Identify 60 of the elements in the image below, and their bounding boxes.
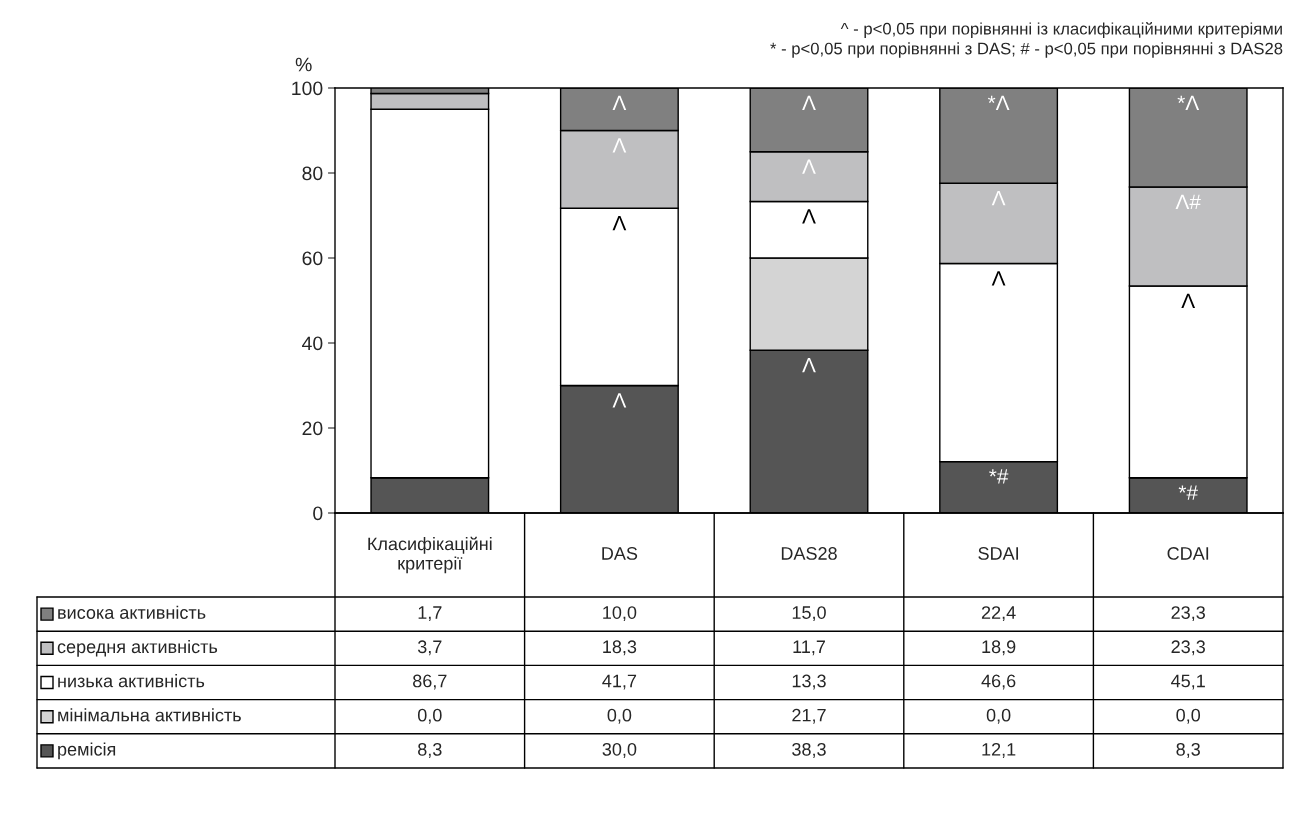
annotation: Λ xyxy=(802,357,816,373)
data-label: 46,6 xyxy=(981,674,1016,690)
legend-label: ремісія xyxy=(58,742,116,760)
x-tick-label: Класифікаційні критерії xyxy=(368,536,492,574)
x-tick-label: CDAI xyxy=(1167,547,1209,560)
data-label: 30,0 xyxy=(602,742,637,758)
y-tick-label: 80 xyxy=(302,166,323,181)
text: * - p<0,05 при порівнянні з DAS; # - p<0,05 при порівнянні з DAS28 xyxy=(770,42,1283,58)
annotation: Λ xyxy=(802,159,816,174)
data-label: 86,7 xyxy=(413,674,447,690)
y-tick-label: 40 xyxy=(302,336,323,351)
annotation: *Λ xyxy=(1177,95,1200,111)
data-label: 13,3 xyxy=(792,674,826,690)
y-tick-label: 0 xyxy=(313,506,323,521)
x-tick-label: DAS28 xyxy=(781,547,837,560)
legend-label: висока активність xyxy=(58,605,206,619)
annotation: *# xyxy=(989,469,1009,484)
annotation: Λ xyxy=(1181,293,1196,309)
annotation: Λ xyxy=(991,190,1006,206)
data-label: 1,7 xyxy=(418,606,442,622)
data-label: 8,3 xyxy=(1176,742,1200,758)
data-label: 38,3 xyxy=(792,742,826,758)
data-label: 10,0 xyxy=(603,606,637,622)
legend-label: середня активність xyxy=(57,639,218,657)
y-tick-label: 100 xyxy=(292,81,323,96)
data-label: 0,0 xyxy=(986,708,1011,724)
y-axis-title: % xyxy=(295,57,312,72)
data-label: 21,7 xyxy=(792,708,826,724)
data-label: 22,4 xyxy=(981,606,1016,622)
annotation: *Λ xyxy=(987,95,1010,111)
data-label: 23,3 xyxy=(1171,640,1205,656)
data-label: 0,0 xyxy=(417,708,442,724)
data-label: 0,0 xyxy=(607,708,632,724)
data-label: 3,7 xyxy=(417,640,442,656)
annotation: Λ xyxy=(612,138,627,153)
legend-label: мінімальна активність xyxy=(58,708,241,722)
data-label: 23,3 xyxy=(1171,606,1205,622)
data-label: 41,7 xyxy=(602,674,637,690)
annotation: Λ xyxy=(612,393,627,408)
annotation: *# xyxy=(1178,485,1198,500)
data-label: 12,1 xyxy=(982,742,1016,758)
x-tick-label: DAS xyxy=(602,547,638,560)
data-label: 0,0 xyxy=(1176,708,1201,724)
y-tick-label: 60 xyxy=(302,251,323,266)
data-label: 11,7 xyxy=(793,640,825,656)
legend-label: низька активність xyxy=(58,674,205,688)
annotation: Λ xyxy=(802,95,816,111)
data-label: 18,9 xyxy=(982,640,1016,656)
annotation: Λ xyxy=(802,209,816,224)
text: ^ - p<0,05 при порівнянні із класифікаційними критеріями xyxy=(840,22,1282,38)
y-tick-label: 20 xyxy=(302,421,323,436)
annotation: Λ xyxy=(612,215,627,231)
data-label: 18,3 xyxy=(603,640,637,656)
data-label: 8,3 xyxy=(418,742,442,758)
data-label: 45,1 xyxy=(1171,674,1205,690)
annotation: Λ# xyxy=(1175,194,1201,210)
x-tick-label: SDAI xyxy=(978,547,1019,560)
annotation: Λ xyxy=(991,271,1006,286)
data-label: 15,0 xyxy=(792,606,826,622)
annotation: Λ xyxy=(612,95,627,111)
